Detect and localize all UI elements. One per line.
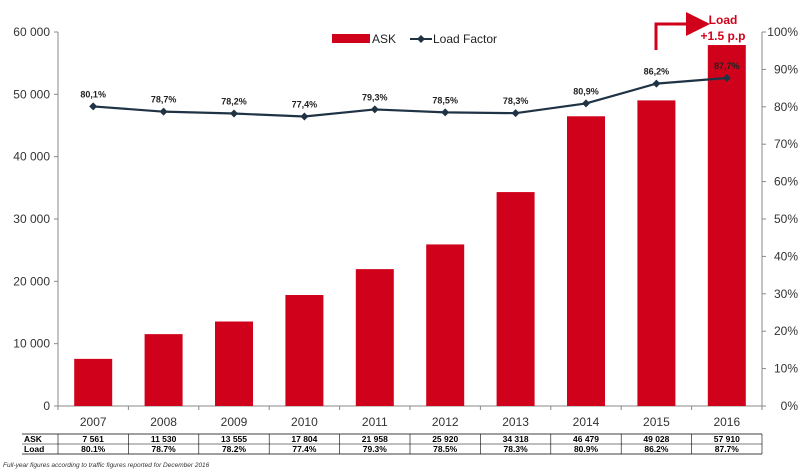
- y2-tick-label: 80%: [774, 100, 798, 114]
- table-cell: 80.1%: [81, 444, 106, 454]
- ask-bar: [567, 116, 605, 407]
- ask-bar: [707, 45, 746, 406]
- load-factor-point: [370, 105, 379, 114]
- table-cell: 11 530: [151, 434, 177, 444]
- ask-bar: [285, 295, 324, 406]
- ask-bar: [637, 100, 676, 406]
- table-cell: 87.7%: [715, 444, 740, 454]
- load-factor-point: [300, 112, 309, 121]
- ask-bar: [496, 192, 535, 406]
- table-cell: 79.3%: [363, 444, 388, 454]
- table-cell: 57 910: [714, 434, 740, 444]
- y2-tick-label: 70%: [774, 137, 798, 151]
- load-factor-point: [511, 109, 520, 118]
- y-tick-label: 30 000: [13, 212, 50, 226]
- y2-tick-label: 30%: [774, 287, 798, 301]
- x-tick-label: 2012: [432, 415, 459, 429]
- x-tick-label: 2009: [221, 415, 248, 429]
- table-cell: 13 555: [221, 434, 247, 444]
- load-factor-data-label: 86,2%: [644, 67, 670, 77]
- table-cell: 17 804: [291, 434, 317, 444]
- load-factor-point: [89, 102, 98, 111]
- table-cell: 34 318: [503, 434, 529, 444]
- y-tick-label: 20 000: [13, 274, 50, 288]
- load-factor-data-label: 77,4%: [292, 100, 318, 110]
- annotation-line1: Load: [709, 13, 738, 27]
- y2-tick-label: 60%: [774, 175, 798, 189]
- x-tick-label: 2011: [362, 415, 388, 429]
- y-tick-label: 60 000: [13, 25, 50, 39]
- table-cell: 78.7%: [152, 444, 177, 454]
- legend-swatch-ask: [332, 34, 370, 43]
- annotation-line2: +1.5 p.p: [700, 29, 745, 43]
- legend-swatch-marker: [417, 35, 425, 43]
- load-factor-data-label: 80,9%: [573, 86, 599, 96]
- x-tick-label: 2008: [150, 415, 177, 429]
- table-cell: 77.4%: [292, 444, 317, 454]
- table-cell: 21 958: [362, 434, 388, 444]
- table-cell: 78.5%: [433, 444, 458, 454]
- load-factor-point: [652, 79, 661, 88]
- load-factor-line: [93, 76, 727, 118]
- load-increase-annotation: Load +1.5 p.p: [654, 12, 746, 50]
- y2-tick-label: 100%: [767, 25, 798, 39]
- y2-tick-label: 20%: [774, 324, 798, 338]
- table-cell: 7 561: [83, 434, 105, 444]
- load-factor-data-label: 79,3%: [362, 92, 388, 102]
- table-row-label: ASK: [24, 434, 43, 444]
- x-tick-label: 2010: [291, 415, 318, 429]
- y-tick-label: 0: [43, 399, 50, 413]
- annotation-arrow: [654, 12, 710, 50]
- table-cell: 78.3%: [504, 444, 529, 454]
- legend-label-load-factor: Load Factor: [433, 32, 497, 46]
- y2-tick-label: 40%: [774, 249, 798, 263]
- x-tick-label: 2013: [502, 415, 529, 429]
- load-factor-point: [159, 107, 168, 116]
- load-factor-data-label: 78,7%: [151, 95, 177, 105]
- x-tick-label: 2015: [643, 415, 670, 429]
- footnote: Full-year figures according to traffic f…: [3, 462, 210, 469]
- load-factor-point: [722, 74, 731, 83]
- table-cell: 78.2%: [222, 444, 247, 454]
- load-factor-point: [582, 99, 590, 108]
- load-factor-data-label: 87,7%: [714, 61, 740, 71]
- load-factor-data-label: 78,2%: [221, 97, 247, 107]
- load-factor-point: [230, 109, 238, 118]
- x-tick-label: 2007: [80, 415, 107, 429]
- table-cell: 46 479: [573, 434, 599, 444]
- load-factor-data-label: 78,5%: [432, 95, 458, 105]
- ask-bar: [215, 321, 253, 406]
- table-cell: 25 920: [432, 434, 458, 444]
- ask-bar: [355, 269, 394, 406]
- legend-label-ask: ASK: [372, 32, 396, 46]
- y-tick-label: 40 000: [13, 150, 50, 164]
- y-tick-label: 10 000: [13, 337, 50, 351]
- table-cell: 86.2%: [644, 444, 669, 454]
- x-tick-label: 2016: [713, 415, 740, 429]
- load-factor-data-label: 80,1%: [80, 89, 106, 99]
- table-row-label: Load: [24, 444, 44, 454]
- ask-bar: [426, 244, 465, 406]
- table-cell: 49 028: [643, 434, 669, 444]
- y-tick-label: 50 000: [13, 87, 50, 101]
- load-factor-point: [441, 108, 450, 117]
- ask-bar: [74, 358, 113, 406]
- y2-tick-label: 50%: [774, 212, 798, 226]
- x-tick-label: 2014: [573, 415, 600, 429]
- y2-tick-label: 90%: [774, 62, 798, 76]
- load-factor-data-label: 78,3%: [503, 96, 529, 106]
- ask-bar: [144, 334, 183, 406]
- y2-tick-label: 0%: [781, 399, 799, 413]
- table-cell: 80.9%: [574, 444, 599, 454]
- y2-tick-label: 10%: [774, 362, 798, 376]
